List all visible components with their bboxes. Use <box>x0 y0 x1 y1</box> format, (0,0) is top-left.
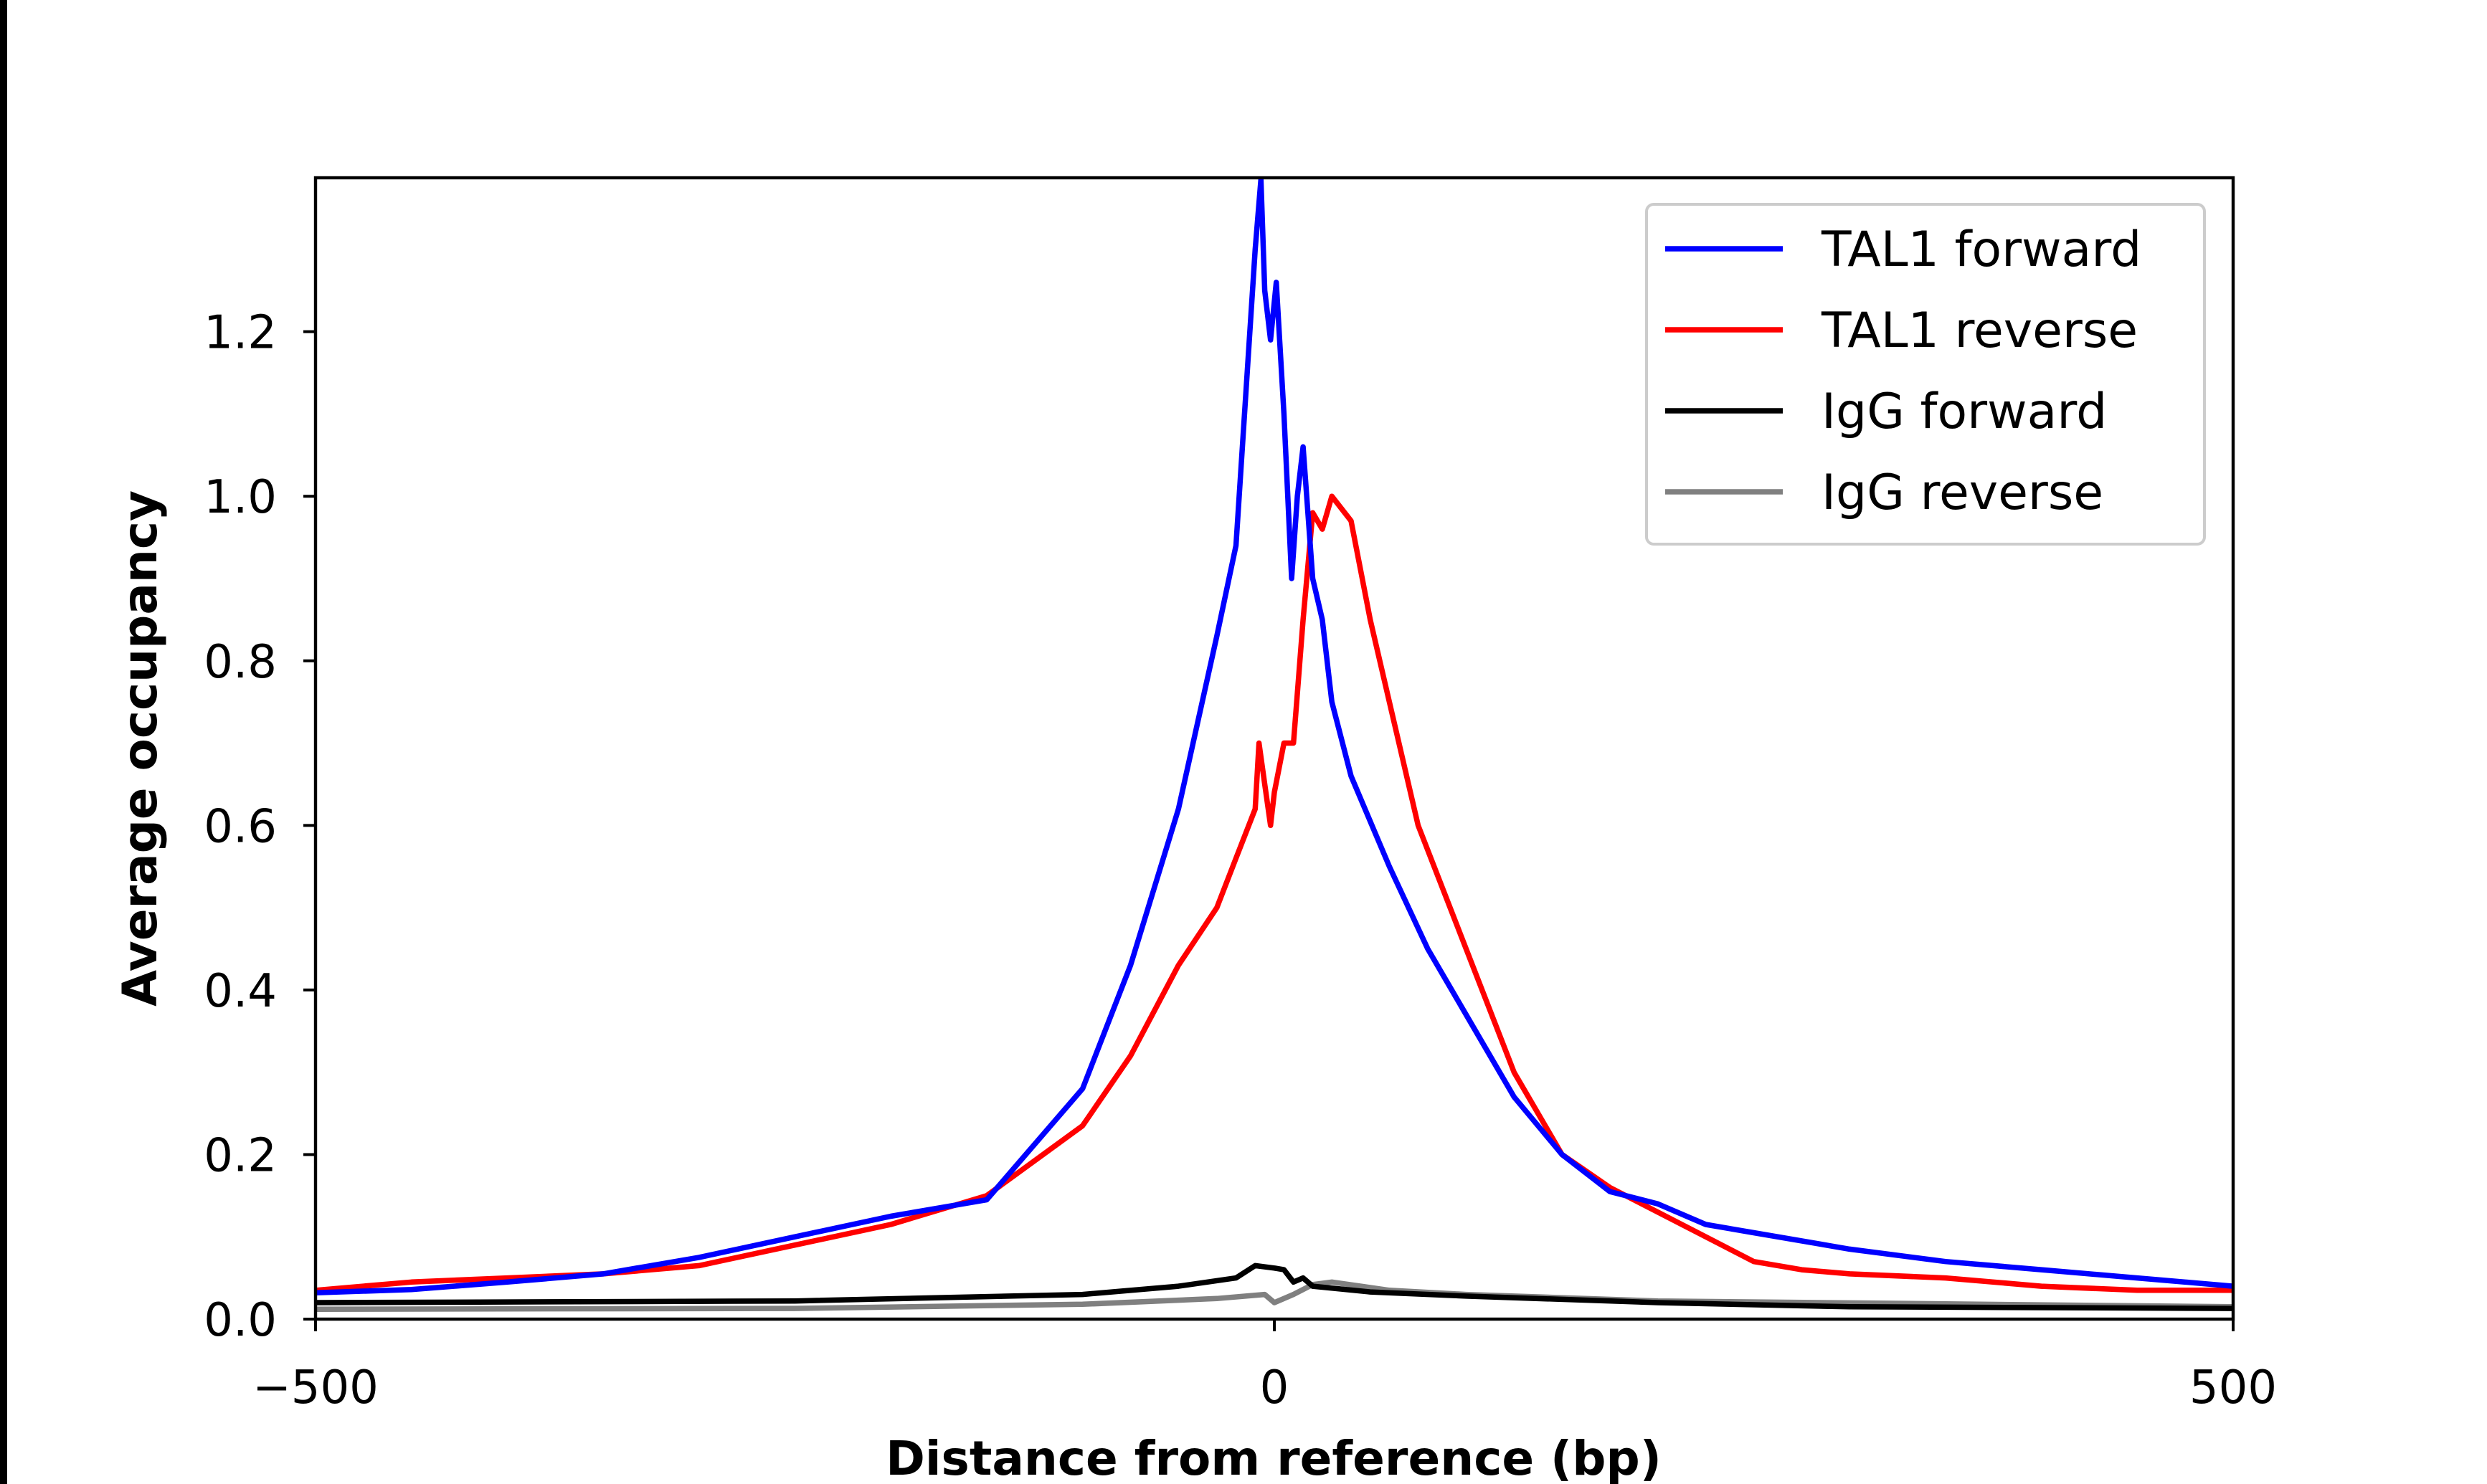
legend-label: IgG forward <box>1822 384 2107 440</box>
ticks-layer: −500 0 500 0.0 0.2 0.4 0.6 0.8 1.0 1.2 <box>204 307 2277 1414</box>
x-axis-label: Distance from reference (bp) <box>886 1431 1662 1484</box>
y-tick-label: 0.0 <box>204 1294 277 1347</box>
y-tick-label: 0.6 <box>204 800 277 853</box>
y-tick-label: 0.8 <box>204 636 277 689</box>
y-tick-label: 0.2 <box>204 1129 277 1182</box>
legend: TAL1 forward TAL1 reverse IgG forward IgG r… <box>1645 203 2206 546</box>
legend-label: IgG reverse <box>1822 465 2103 521</box>
series-line-igg-forward <box>315 1262 2234 1311</box>
series-line-tal1-reverse <box>315 493 2233 1293</box>
legend-label: TAL1 forward <box>1821 222 2141 278</box>
series-line-tal1-forward <box>315 176 2234 1296</box>
x-tick-label: 500 <box>2189 1361 2277 1414</box>
x-tick-label: 0 <box>1260 1361 1289 1414</box>
x-tick-label: −500 <box>252 1361 379 1414</box>
y-axis-label: Average occupancy <box>113 490 168 1007</box>
legend-label: TAL1 reverse <box>1821 303 2138 359</box>
y-tick-label: 0.4 <box>204 965 277 1018</box>
y-tick-label: 1.2 <box>204 307 277 360</box>
left-border <box>0 0 7 1484</box>
legend-box <box>1645 203 2206 546</box>
y-tick-label: 1.0 <box>204 471 277 524</box>
series-layer <box>315 176 2234 1312</box>
